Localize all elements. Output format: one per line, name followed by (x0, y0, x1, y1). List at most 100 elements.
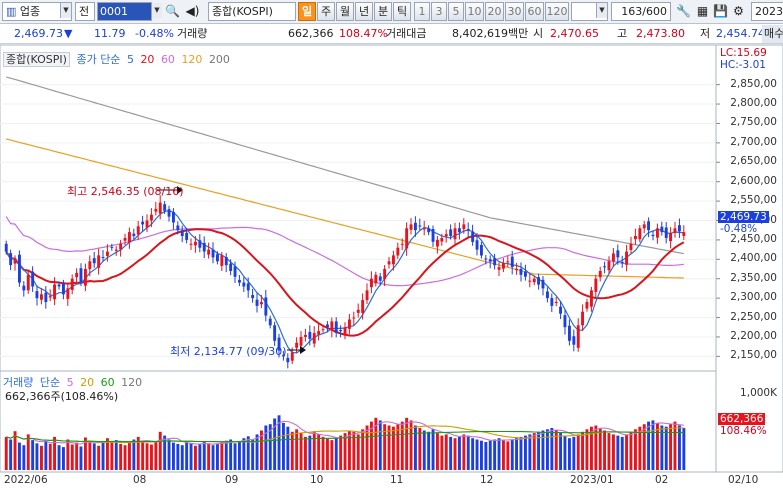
volume-bar (660, 425, 664, 470)
interval-1[interactable]: 1 (414, 2, 430, 21)
volume-bar (488, 440, 492, 470)
volume-bar (40, 445, 43, 470)
volume-bar (176, 443, 180, 470)
interval-120[interactable]: 120 (545, 2, 569, 21)
legend-index-name[interactable]: 종합(KOSPI) (3, 52, 70, 67)
interval-20[interactable]: 20 (485, 2, 504, 21)
settings-icon[interactable]: ⚙ (733, 4, 744, 18)
candle-body (559, 306, 562, 314)
interval-30[interactable]: 30 (505, 2, 524, 21)
volume-bar (79, 446, 83, 470)
volume-bar (299, 433, 303, 470)
chart-tools-icon[interactable]: 🔧 (676, 4, 691, 18)
volume-bar (70, 444, 74, 470)
volume-bar (414, 425, 417, 470)
candle-body (198, 240, 202, 248)
interval-3[interactable]: 3 (431, 2, 447, 21)
candle-body (576, 325, 580, 348)
interval-10[interactable]: 10 (465, 2, 484, 21)
tab-month[interactable]: 월 (336, 2, 354, 21)
volume-bar (22, 445, 26, 470)
x-label: 2023/01 (570, 474, 614, 486)
volume-bar (682, 427, 686, 470)
candle-body (70, 278, 74, 290)
search-icon[interactable]: 🔍 (165, 4, 180, 18)
volume-bar (625, 434, 628, 470)
x-label: 08 (133, 474, 147, 486)
candle-body (79, 268, 83, 283)
chevron-down-icon[interactable]: ▼ (596, 3, 607, 18)
grid-icon[interactable]: ▦ (696, 4, 709, 18)
volume-bar (326, 438, 329, 470)
candle-body (352, 317, 356, 319)
volume-bar (515, 438, 518, 470)
candle-body (339, 330, 343, 332)
candle-body (488, 259, 492, 262)
legend-volume-name[interactable]: 거래량 (3, 376, 34, 389)
x-label: 09 (225, 474, 239, 486)
candle-body (40, 294, 43, 300)
tab-minute[interactable]: 분 (374, 2, 392, 21)
candle-body (35, 291, 39, 299)
volume-bar (581, 431, 584, 470)
period-code-field[interactable]: 전 (75, 2, 95, 21)
candle-body (189, 243, 193, 245)
date-field[interactable]: 2023 (751, 2, 783, 21)
volume-bar (128, 442, 131, 470)
volume-bar (612, 434, 615, 470)
volume-bar (576, 434, 580, 470)
volume-bar (114, 440, 118, 470)
candle-body (84, 269, 87, 286)
x-label: 11 (390, 474, 404, 486)
volume-bar (348, 430, 351, 470)
candle-body (176, 225, 180, 231)
index-name-field[interactable]: 종합(KOSPI) (208, 2, 296, 21)
candle-body (651, 234, 655, 237)
display-count-field[interactable]: 163/600 (611, 2, 671, 21)
interval-5[interactable]: 5 (448, 2, 464, 21)
volume-bar (216, 443, 219, 470)
low-label: 저 (700, 27, 711, 40)
volume-bar (119, 443, 123, 470)
legend-vol-ma20: 20 (80, 376, 95, 389)
candle-body (585, 302, 589, 309)
candle-body (255, 299, 259, 306)
volume-bar (163, 435, 167, 470)
volume-bar (233, 443, 237, 470)
interval-60[interactable]: 60 (525, 2, 544, 21)
tab-year[interactable]: 년 (355, 2, 373, 21)
index-code-input[interactable]: 0001 (97, 2, 152, 21)
chart-type-icon: ▥ (6, 5, 17, 18)
tab-tick[interactable]: 틱 (393, 2, 411, 21)
volume-bar (211, 445, 215, 470)
candle-body (110, 246, 114, 248)
candle-body (88, 261, 92, 270)
legend-ma60: 60 (160, 53, 175, 66)
volume-bar (66, 439, 70, 470)
x-label: 12 (480, 474, 494, 486)
volume-bar (53, 436, 56, 470)
candle-body (216, 254, 219, 262)
amount-value: 8,402,619백만 (452, 27, 529, 40)
chevron-down-icon[interactable]: ▼ (151, 3, 162, 18)
candle-body (493, 258, 497, 266)
market-type-select[interactable]: ▥ 업종 (2, 2, 72, 21)
tab-week[interactable]: 주 (317, 2, 335, 21)
save-icon[interactable]: 💾 (713, 4, 728, 18)
volume-bar (634, 429, 637, 470)
speaker-icon[interactable]: ◀) (185, 4, 200, 18)
tab-day[interactable]: 일 (298, 2, 316, 21)
ma200-line (6, 76, 684, 255)
legend-ma-prefix: 종가 단순 (76, 53, 121, 66)
volume-y-tick: 1,000K (740, 387, 777, 399)
volume-bar (224, 440, 228, 470)
candle-body (356, 309, 360, 313)
price-change-pct: -0.48% (135, 27, 174, 40)
volume-bar (365, 425, 369, 470)
candle-body (251, 295, 255, 299)
chevron-down-icon[interactable]: ▼ (60, 3, 71, 18)
candle-body (150, 214, 153, 221)
ma20-line (5, 228, 685, 337)
candle-body (180, 230, 184, 236)
